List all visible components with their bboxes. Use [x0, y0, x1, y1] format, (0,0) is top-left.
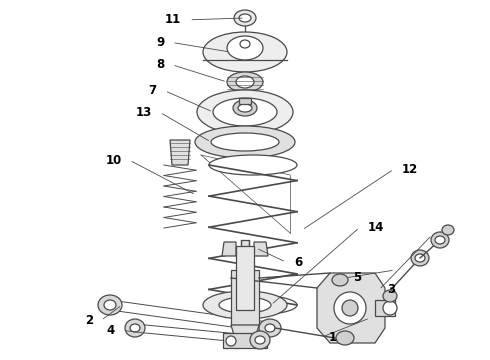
Ellipse shape: [234, 10, 256, 26]
Ellipse shape: [411, 250, 429, 266]
Ellipse shape: [209, 155, 297, 175]
Ellipse shape: [197, 90, 293, 134]
Ellipse shape: [203, 291, 287, 319]
Polygon shape: [231, 325, 259, 335]
Ellipse shape: [219, 297, 271, 313]
Ellipse shape: [332, 274, 348, 286]
Ellipse shape: [226, 336, 236, 346]
Text: 1: 1: [328, 331, 337, 344]
Text: 6: 6: [294, 256, 302, 269]
Ellipse shape: [203, 32, 287, 72]
Polygon shape: [254, 242, 268, 256]
Text: 14: 14: [368, 221, 384, 234]
Ellipse shape: [227, 72, 263, 92]
Polygon shape: [375, 300, 395, 316]
Ellipse shape: [255, 336, 265, 344]
Polygon shape: [170, 140, 190, 165]
Text: 9: 9: [156, 36, 164, 49]
Ellipse shape: [241, 294, 249, 300]
Ellipse shape: [250, 331, 270, 349]
Ellipse shape: [265, 324, 275, 332]
Text: 4: 4: [107, 324, 115, 337]
Ellipse shape: [239, 14, 251, 22]
Ellipse shape: [336, 331, 354, 345]
Ellipse shape: [240, 40, 250, 48]
Ellipse shape: [209, 295, 297, 315]
Polygon shape: [223, 333, 267, 348]
Ellipse shape: [213, 98, 277, 126]
Text: 8: 8: [156, 58, 164, 71]
Ellipse shape: [342, 300, 358, 316]
Polygon shape: [317, 273, 385, 343]
Bar: [231, 270, 259, 325]
Ellipse shape: [227, 36, 263, 60]
Ellipse shape: [98, 295, 122, 315]
Text: 5: 5: [353, 271, 361, 284]
Text: 11: 11: [165, 13, 181, 26]
Polygon shape: [239, 98, 251, 104]
Polygon shape: [222, 242, 236, 256]
Ellipse shape: [211, 133, 279, 151]
Text: 2: 2: [85, 314, 93, 327]
Ellipse shape: [383, 301, 397, 315]
Ellipse shape: [195, 126, 295, 158]
Text: 7: 7: [148, 84, 157, 97]
Ellipse shape: [104, 300, 116, 310]
Ellipse shape: [383, 290, 397, 302]
Ellipse shape: [236, 76, 254, 88]
Ellipse shape: [435, 236, 445, 244]
Bar: [236, 246, 254, 310]
Ellipse shape: [334, 292, 366, 324]
Ellipse shape: [442, 225, 454, 235]
Ellipse shape: [130, 324, 140, 332]
Ellipse shape: [431, 232, 449, 248]
Ellipse shape: [125, 319, 145, 337]
Ellipse shape: [259, 319, 281, 337]
Text: 12: 12: [402, 163, 418, 176]
Bar: [241, 240, 249, 320]
Ellipse shape: [238, 104, 252, 112]
Text: 13: 13: [136, 106, 152, 119]
Ellipse shape: [233, 100, 257, 116]
Text: 3: 3: [387, 283, 395, 296]
Text: 10: 10: [105, 154, 122, 167]
Ellipse shape: [415, 254, 425, 262]
Ellipse shape: [254, 336, 264, 346]
